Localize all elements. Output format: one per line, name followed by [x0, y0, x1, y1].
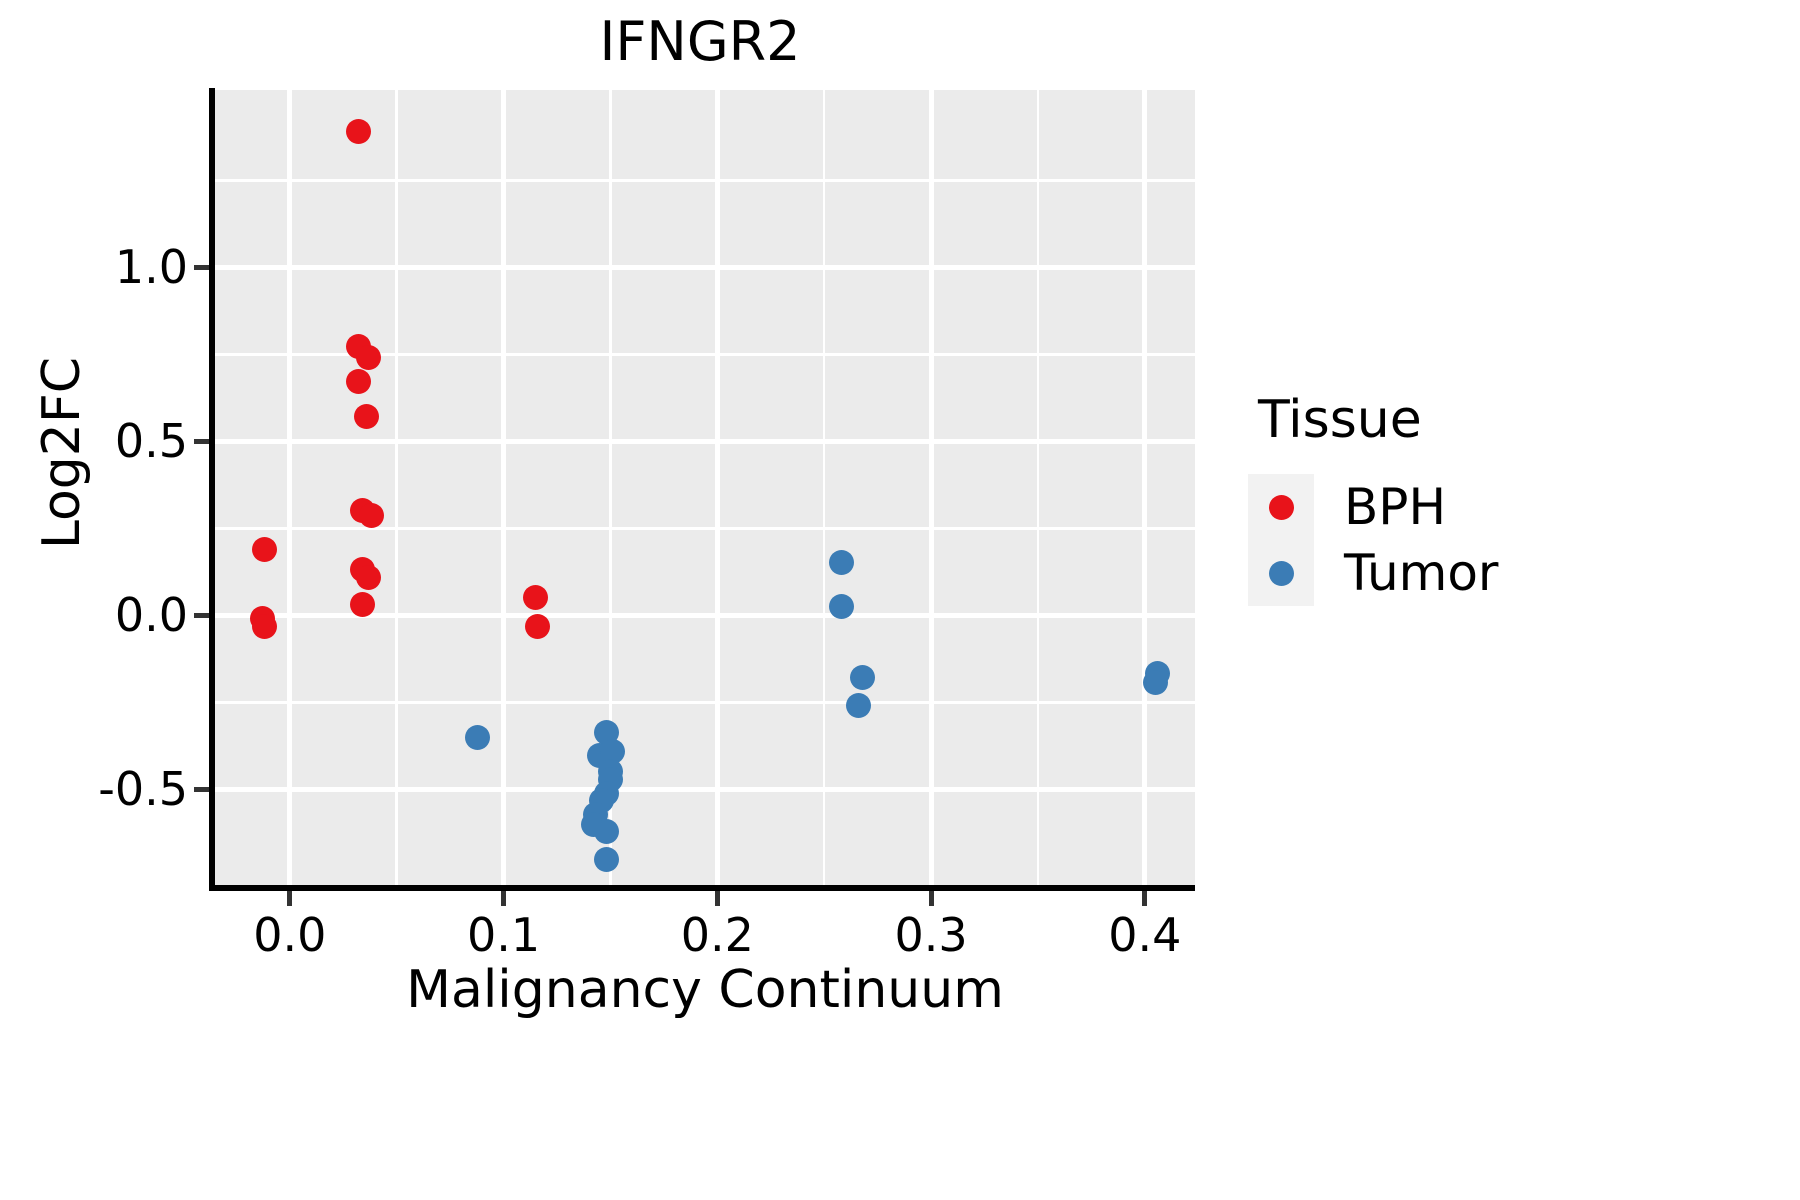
data-point-tumor: [465, 725, 491, 751]
y-tick-label: 0.5: [114, 414, 188, 469]
data-point-bph: [345, 119, 371, 145]
gridline-major-vertical: [928, 90, 934, 885]
gridline-minor-vertical: [609, 90, 612, 885]
legend-key-swatch: [1248, 474, 1314, 540]
legend-item-tumor[interactable]: Tumor: [1248, 540, 1788, 606]
gridline-major-vertical: [287, 90, 293, 885]
data-point-bph: [525, 613, 551, 639]
y-tick-label: -0.5: [98, 762, 188, 817]
data-point-tumor: [593, 847, 619, 873]
gridline-major-horizontal: [215, 786, 1195, 792]
gridline-major-vertical: [1142, 90, 1148, 885]
y-axis-line: [209, 88, 215, 887]
gridline-minor-horizontal: [215, 353, 1195, 356]
legend-dot-icon: [1268, 560, 1294, 586]
legend-dot-icon: [1268, 494, 1294, 520]
data-point-bph: [349, 591, 375, 617]
plot-panel: [215, 90, 1195, 885]
gridline-minor-horizontal: [215, 701, 1195, 704]
x-tick-label: 0.0: [253, 908, 327, 962]
gridline-major-vertical: [501, 90, 507, 885]
data-point-bph: [356, 565, 382, 591]
gridline-minor-horizontal: [215, 527, 1195, 530]
data-point-tumor: [593, 819, 619, 845]
gridline-minor-vertical: [1036, 90, 1040, 885]
gridline-major-vertical: [714, 90, 720, 885]
y-tick-label: 1.0: [114, 240, 188, 295]
data-point-bph: [356, 344, 382, 370]
y-tick-mark: [194, 438, 209, 444]
y-tick-label: 0.0: [114, 588, 188, 643]
data-point-tumor: [828, 549, 854, 575]
legend-title: Tissue: [1258, 390, 1422, 450]
gridline-major-horizontal: [215, 264, 1195, 270]
x-tick-mark: [928, 891, 934, 906]
data-point-bph: [523, 584, 549, 610]
data-point-tumor: [828, 593, 854, 619]
x-tick-mark: [714, 891, 720, 906]
data-point-bph: [358, 502, 384, 528]
data-point-tumor: [1142, 669, 1168, 695]
gridline-minor-horizontal: [215, 179, 1195, 182]
data-point-bph: [354, 403, 380, 429]
data-point-tumor: [845, 692, 871, 718]
y-tick-mark: [194, 264, 209, 270]
x-tick-mark: [501, 891, 507, 906]
gridline-minor-vertical: [822, 90, 826, 885]
gridline-minor-vertical: [395, 90, 398, 885]
x-axis-title: Malignancy Continuum: [406, 960, 1004, 1020]
legend-item-label: Tumor: [1344, 544, 1499, 602]
y-tick-mark: [194, 786, 209, 792]
x-tick-mark: [287, 891, 293, 906]
x-tick-label: 0.2: [680, 908, 754, 962]
y-tick-mark: [194, 612, 209, 618]
x-tick-label: 0.4: [1108, 908, 1182, 962]
x-axis-line: [209, 885, 1195, 891]
page-title: IFNGR2: [599, 10, 801, 73]
gridline-major-horizontal: [215, 438, 1195, 444]
legend: Tissue BPH Tumor: [1248, 390, 1788, 606]
legend-item-bph[interactable]: BPH: [1248, 474, 1788, 540]
data-point-bph: [345, 369, 371, 395]
x-tick-label: 0.3: [894, 908, 968, 962]
legend-items: BPH Tumor: [1248, 474, 1788, 606]
x-tick-label: 0.1: [466, 908, 541, 962]
gridline-major-horizontal: [215, 612, 1195, 618]
data-point-tumor: [850, 664, 876, 690]
data-point-bph: [251, 613, 277, 639]
data-point-bph: [251, 536, 277, 562]
legend-key-swatch: [1248, 540, 1314, 606]
y-axis-title: Log2FC: [32, 356, 92, 550]
legend-item-label: BPH: [1344, 478, 1447, 536]
x-tick-mark: [1142, 891, 1148, 906]
